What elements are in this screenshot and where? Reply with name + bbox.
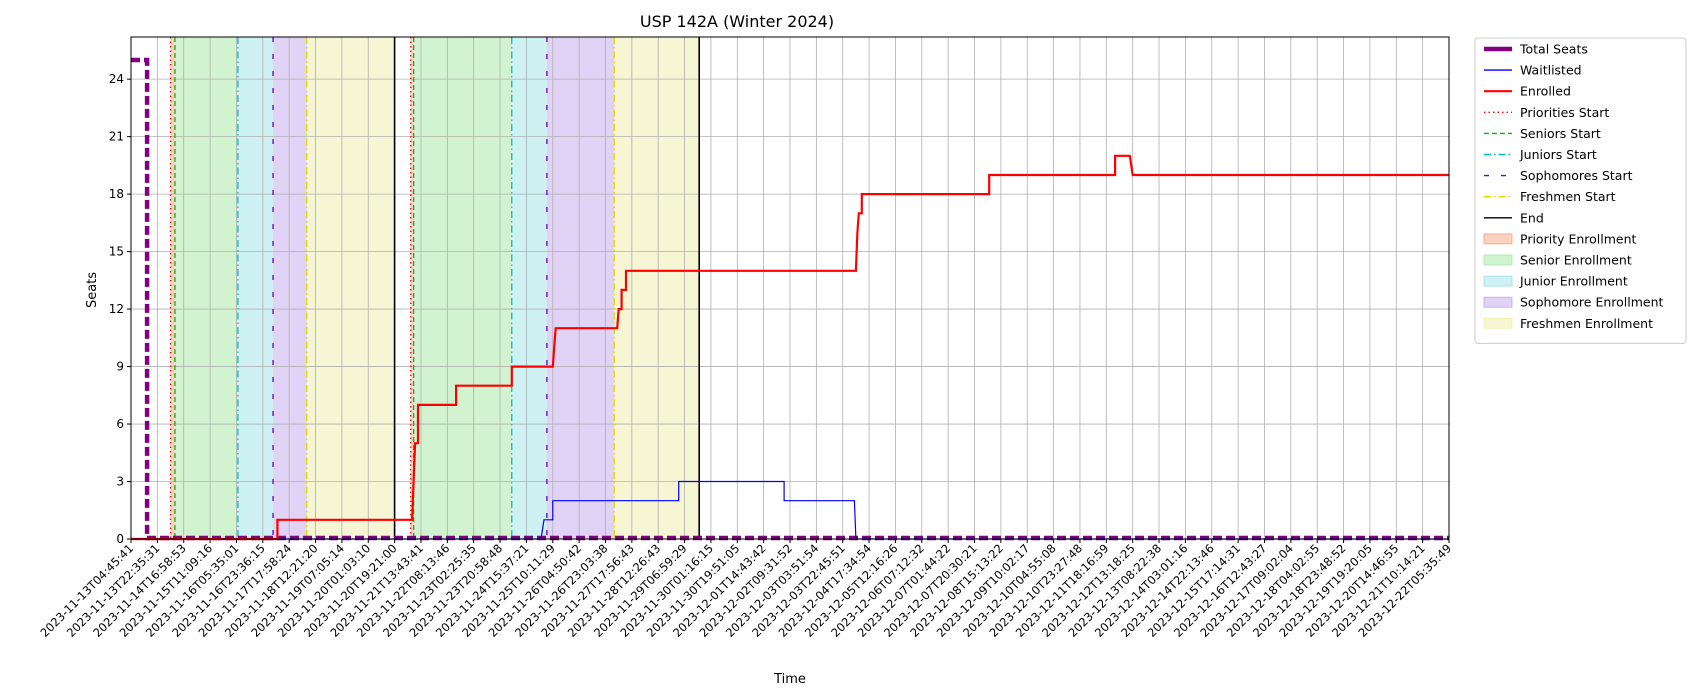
- legend-label-enrolled: Enrolled: [1520, 84, 1571, 99]
- series-waitlisted: [131, 480, 1449, 540]
- phase-start-markers: [169, 37, 701, 539]
- y-tick-label: 18: [109, 187, 124, 201]
- y-axis: 0 3 6 9 12 15 18 21 24: [109, 72, 131, 546]
- legend-label-priority-enrollment: Priority Enrollment: [1520, 231, 1637, 246]
- shade-priority-enrollment: [170, 37, 175, 539]
- y-tick-label: 6: [116, 417, 124, 431]
- shade-junior-enrollment: [237, 37, 274, 539]
- data-series: [131, 57, 1449, 541]
- y-tick-label: 3: [116, 475, 124, 489]
- legend-label-junior-enrollment: Junior Enrollment: [1519, 274, 1628, 289]
- legend-swatch-priority-enrollment: [1483, 233, 1513, 245]
- legend-swatch-sophomore-enrollment: [1483, 296, 1513, 308]
- y-tick-label: 0: [116, 532, 124, 546]
- shade-senior-enrollment: [174, 37, 238, 539]
- y-tick-label: 24: [109, 72, 124, 86]
- y-tick-label: 15: [109, 245, 124, 259]
- chart-title: USP 142A (Winter 2024): [640, 12, 834, 31]
- legend-label-freshmen-enrollment: Freshmen Enrollment: [1520, 316, 1653, 331]
- shade-priority-enrollment: [410, 37, 414, 539]
- shade-sophomore-enrollment: [546, 37, 615, 539]
- series-total-seats: [131, 57, 1449, 541]
- y-axis-label: Seats: [85, 272, 100, 308]
- y-tick-label: 12: [109, 302, 124, 316]
- x-axis: 2023-11-13T04:45:412023-11-13T22:35:3120…: [37, 539, 1454, 640]
- y-tick-label: 21: [109, 130, 124, 144]
- x-axis-label: Time: [773, 672, 806, 687]
- shade-sophomore-enrollment: [273, 37, 307, 539]
- legend-label-juniors-start: Juniors Start: [1519, 147, 1597, 162]
- legend-label-sophomores-start: Sophomores Start: [1520, 168, 1633, 183]
- shade-freshmen-enrollment: [614, 37, 700, 539]
- legend-label-end: End: [1520, 210, 1544, 225]
- shade-junior-enrollment: [511, 37, 547, 539]
- legend-label-seniors-start: Seniors Start: [1520, 126, 1601, 141]
- legend-swatch-freshmen-enrollment: [1483, 317, 1513, 329]
- enrollment-period-shading: [170, 37, 700, 539]
- legend-label-waitlisted: Waitlisted: [1520, 63, 1582, 78]
- legend-label-priorities-start: Priorities Start: [1520, 105, 1609, 120]
- legend-label-senior-enrollment: Senior Enrollment: [1520, 253, 1632, 268]
- legend-label-total-seats: Total Seats: [1519, 42, 1588, 57]
- legend-swatch-junior-enrollment: [1483, 275, 1513, 287]
- shade-senior-enrollment: [413, 37, 512, 539]
- legend-swatch-senior-enrollment: [1483, 254, 1513, 266]
- shade-freshmen-enrollment: [306, 37, 395, 539]
- legend-box: [1474, 37, 1687, 344]
- y-tick-label: 9: [116, 360, 124, 374]
- legend: Total Seats Waitlisted Enrolled Priorities …: [1474, 37, 1687, 344]
- legend-label-freshmen-start: Freshmen Start: [1520, 189, 1616, 204]
- series-enrolled: [131, 154, 1449, 541]
- legend-label-sophomore-enrollment: Sophomore Enrollment: [1520, 295, 1664, 310]
